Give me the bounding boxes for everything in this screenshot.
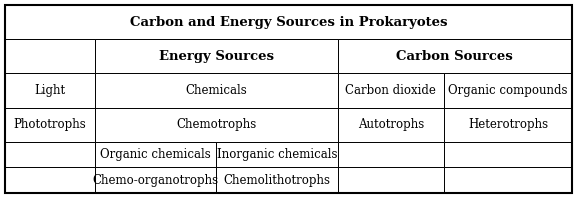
- Bar: [95, 73, 338, 108]
- Bar: [338, 108, 444, 142]
- Bar: [444, 73, 572, 108]
- Text: Carbon and Energy Sources in Prokaryotes: Carbon and Energy Sources in Prokaryotes: [130, 16, 447, 29]
- Text: Chemicals: Chemicals: [185, 84, 247, 97]
- Bar: [95, 39, 338, 73]
- Text: Inorganic chemicals: Inorganic chemicals: [216, 148, 337, 161]
- Bar: [444, 167, 572, 193]
- Bar: [5, 142, 95, 167]
- Text: Chemotrophs: Chemotrophs: [176, 118, 256, 131]
- Bar: [216, 142, 338, 167]
- Bar: [216, 167, 338, 193]
- Bar: [338, 73, 444, 108]
- Text: Chemo-organotrophs: Chemo-organotrophs: [92, 174, 219, 187]
- Text: Autotrophs: Autotrophs: [358, 118, 424, 131]
- Text: Chemolithotrophs: Chemolithotrophs: [223, 174, 331, 187]
- Text: Phototrophs: Phototrophs: [13, 118, 86, 131]
- Bar: [338, 167, 444, 193]
- Bar: [338, 39, 572, 73]
- Bar: [5, 73, 95, 108]
- Text: Energy Sources: Energy Sources: [159, 50, 273, 63]
- Bar: [444, 142, 572, 167]
- Bar: [5, 108, 95, 142]
- Bar: [95, 142, 216, 167]
- Bar: [5, 5, 572, 39]
- Bar: [5, 167, 95, 193]
- Text: Heterotrophs: Heterotrophs: [468, 118, 548, 131]
- Text: Carbon Sources: Carbon Sources: [396, 50, 513, 63]
- Bar: [338, 142, 444, 167]
- Bar: [444, 108, 572, 142]
- Text: Light: Light: [34, 84, 65, 97]
- Text: Carbon dioxide: Carbon dioxide: [346, 84, 436, 97]
- Bar: [95, 108, 338, 142]
- Text: Organic compounds: Organic compounds: [448, 84, 568, 97]
- Bar: [5, 39, 95, 73]
- Text: Organic chemicals: Organic chemicals: [100, 148, 211, 161]
- Bar: [95, 167, 216, 193]
